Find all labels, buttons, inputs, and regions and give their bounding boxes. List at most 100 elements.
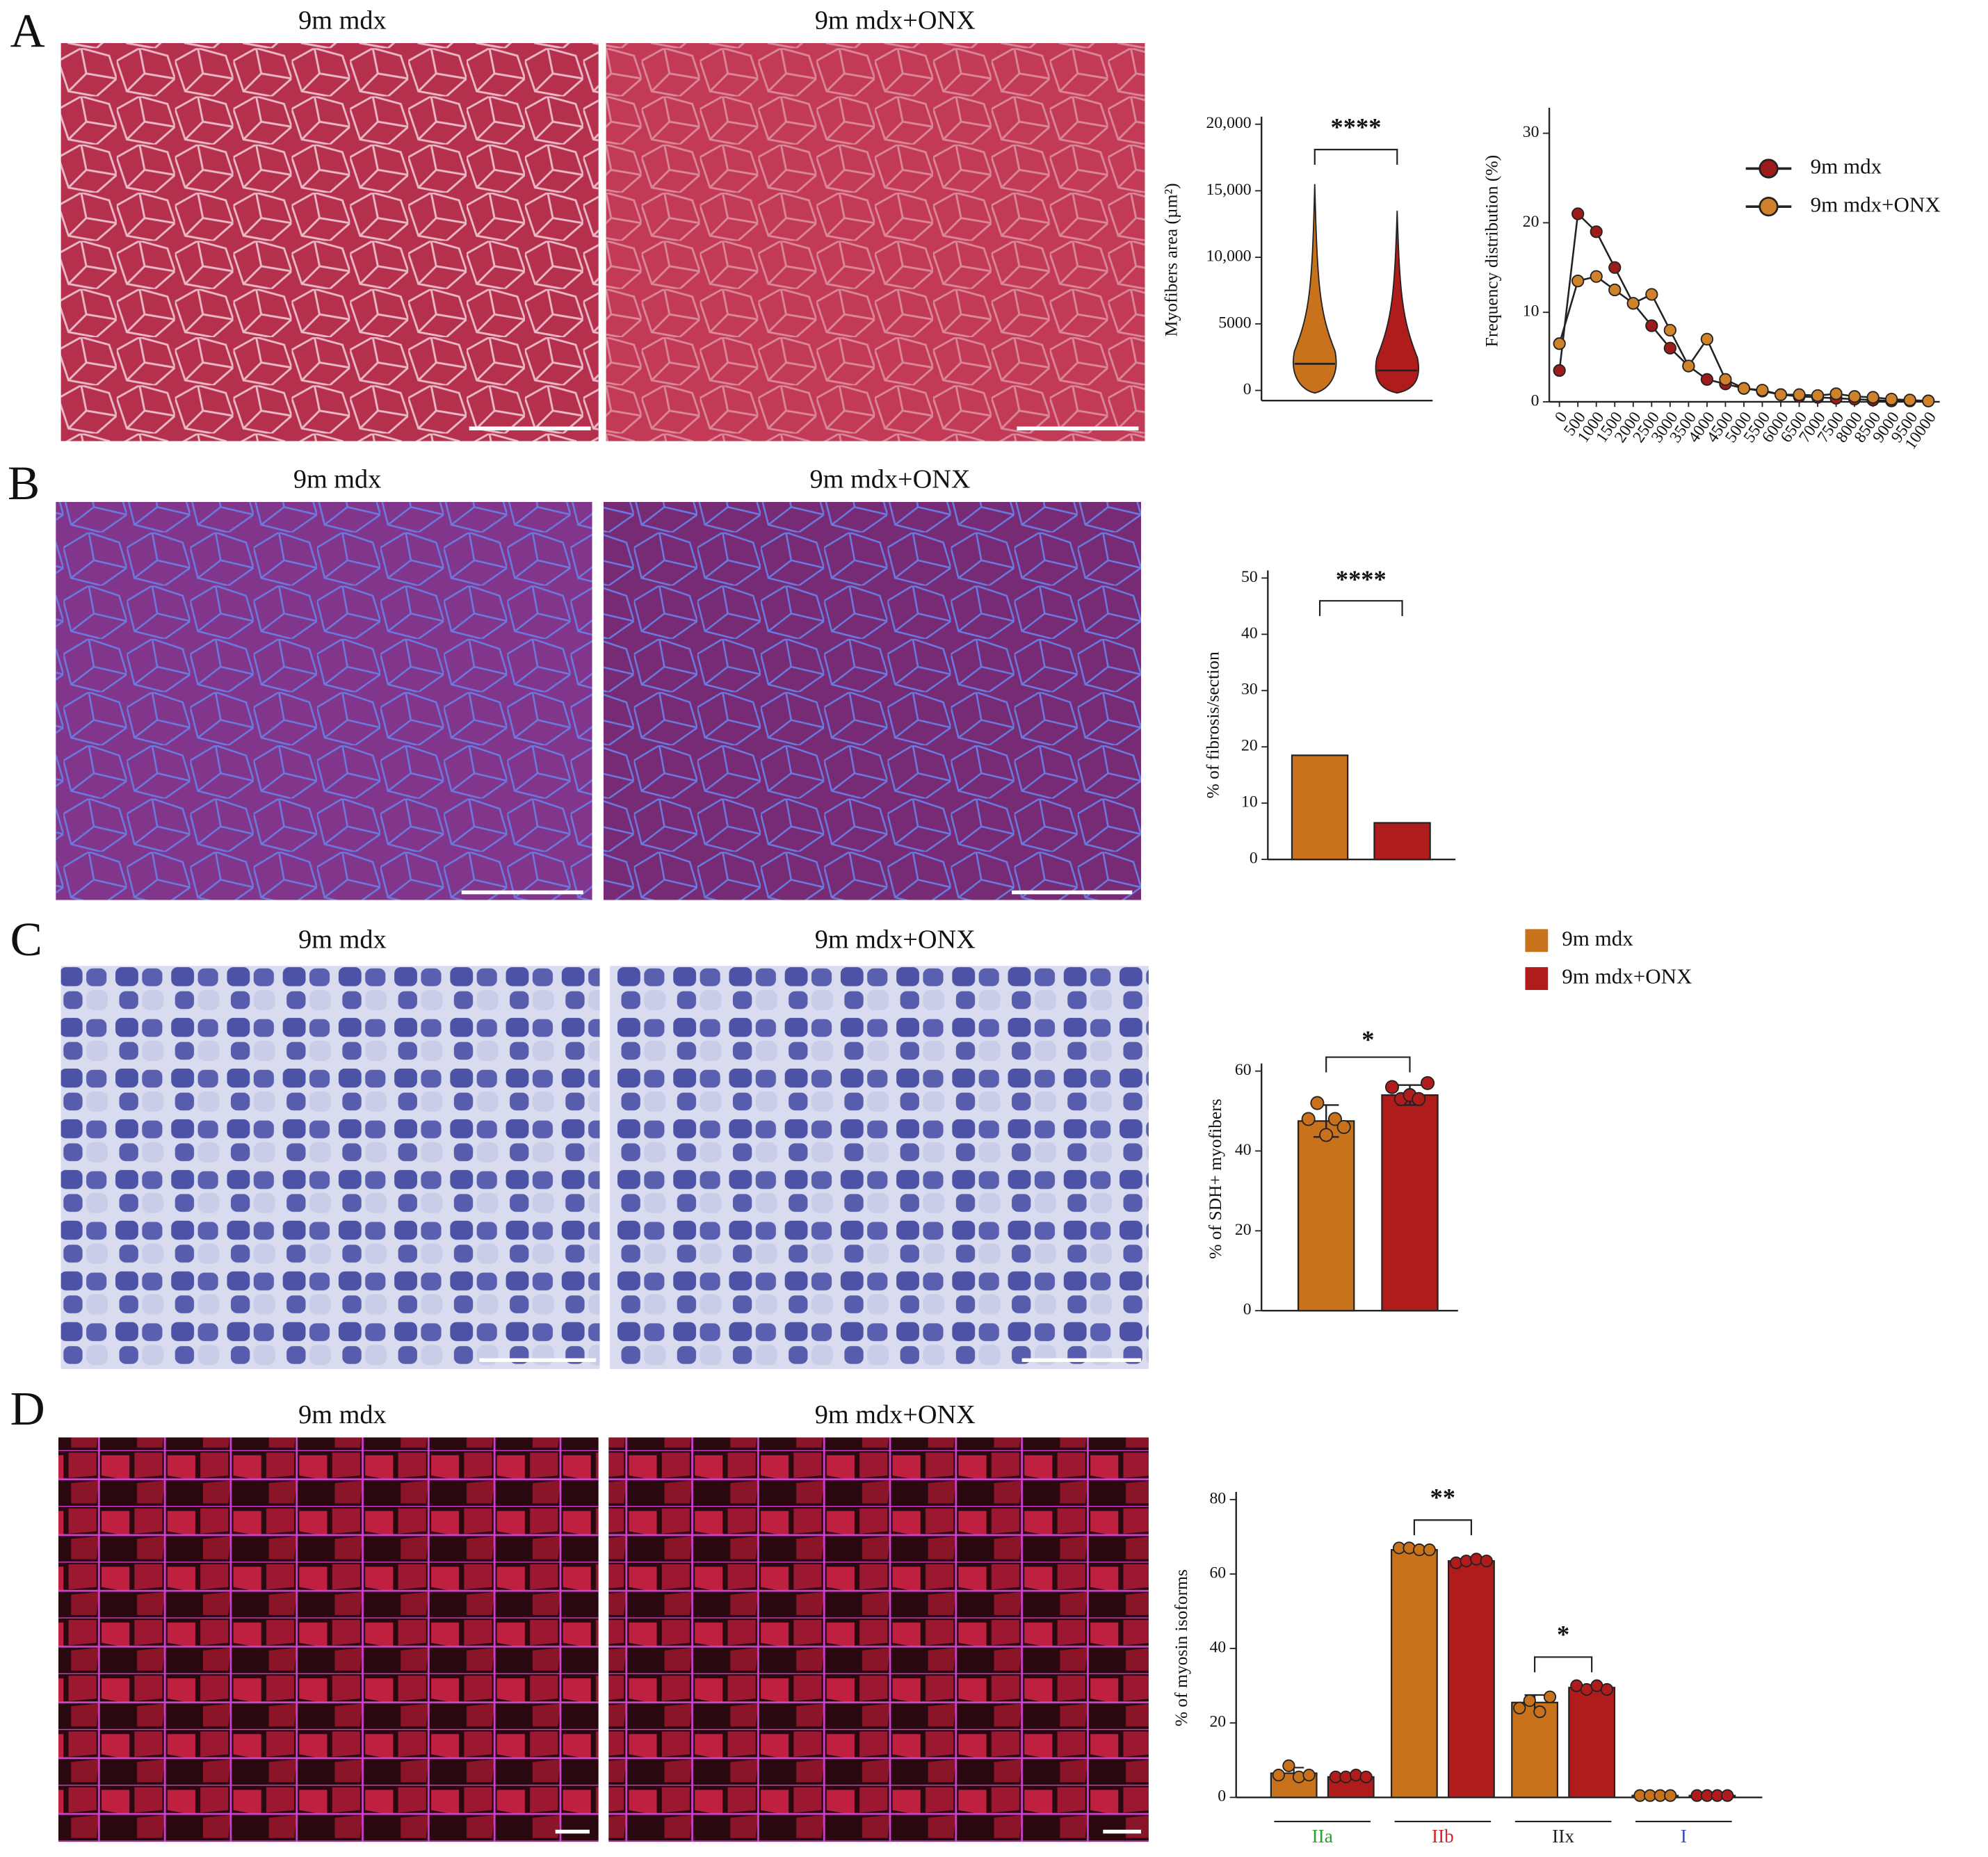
point: [1663, 323, 1676, 337]
point: [1737, 382, 1751, 395]
chart: 0 5000 10,000 15,000 20,000 Myofibers area (µ…: [1161, 113, 1433, 402]
point: [1811, 389, 1825, 403]
micrograph-texture: [606, 42, 1145, 441]
significance-bracket: [1413, 1519, 1473, 1536]
point: [1590, 270, 1603, 283]
point: [1885, 392, 1898, 406]
y-tick-label: 20: [1235, 1221, 1252, 1239]
significance-bracket: [1314, 149, 1398, 165]
panel-letter: A: [10, 3, 45, 57]
point: [1756, 384, 1769, 397]
data-point: [1359, 1770, 1373, 1783]
micrograph-texture: [603, 501, 1141, 900]
data-point: [1302, 1769, 1316, 1782]
data-point: [1403, 1541, 1416, 1555]
point: [1608, 261, 1622, 274]
point: [1590, 225, 1603, 238]
panel-letter: B: [8, 456, 40, 510]
point: [1700, 332, 1713, 346]
image-title: 9m mdx: [298, 6, 387, 35]
y-tick-label: 15,000: [1206, 181, 1251, 199]
point: [1848, 390, 1861, 403]
y-tick-label: 40: [1235, 1141, 1252, 1159]
y-tick-label: 60: [1209, 1564, 1226, 1582]
micrographs: [56, 42, 1149, 1842]
panel-letter: D: [10, 1381, 45, 1435]
image-title: 9m mdx+ONX: [815, 925, 976, 954]
legend-swatch: [1525, 967, 1549, 990]
y-tick-label: 0: [1250, 850, 1258, 868]
legend-swatch: [1525, 929, 1549, 952]
chart: 0 20 40 60 80 % of myosin isoforms IIa IIb IIx I *…: [1171, 1484, 1763, 1847]
y-tick-label: 0: [1531, 391, 1540, 409]
point: [1682, 359, 1695, 373]
data-point: [1349, 1769, 1363, 1782]
y-axis-label: Frequency distribution (%): [1482, 155, 1502, 347]
image-title: 9m mdx+ONX: [815, 1400, 976, 1429]
point: [1829, 387, 1843, 400]
bar: [1291, 754, 1349, 861]
point: [1553, 364, 1566, 378]
y-tick-label: 80: [1209, 1489, 1226, 1507]
y-tick-label: 10: [1523, 302, 1540, 321]
data-point: [1533, 1705, 1546, 1719]
data-point: [1339, 1770, 1352, 1783]
y-tick-label: 20: [1209, 1713, 1226, 1731]
image-title: 9m mdx: [298, 925, 387, 954]
data-point: [1301, 1112, 1316, 1126]
y-axis-label: % of SDH+ myofibers: [1205, 1098, 1225, 1259]
data-point: [1384, 1080, 1400, 1094]
point: [1866, 391, 1880, 404]
legend-label: 9m mdx+ONX: [1811, 192, 1941, 216]
data-point: [1480, 1555, 1493, 1568]
point: [1774, 388, 1788, 401]
point: [1700, 373, 1713, 386]
data-point: [1336, 1119, 1351, 1135]
data-point: [1292, 1770, 1306, 1783]
point: [1571, 275, 1585, 288]
data-point: [1423, 1543, 1436, 1557]
y-tick-label: 20,000: [1206, 114, 1251, 132]
data-point: [1310, 1096, 1325, 1110]
y-tick-label: 20: [1241, 737, 1258, 755]
significance-bracket: [1318, 600, 1403, 617]
image-title: 9m mdx: [298, 1400, 387, 1429]
micrograph-texture: [610, 966, 1149, 1370]
y-tick-label: 5000: [1218, 314, 1251, 332]
significance: ****: [1336, 565, 1387, 593]
bar: [1297, 1120, 1355, 1312]
y-axis-label: % of fibrosis/section: [1203, 651, 1223, 798]
legend-marker: [1759, 159, 1779, 179]
point: [1922, 394, 1935, 407]
data-point: [1664, 1789, 1677, 1802]
y-tick-label: 0: [1218, 1787, 1226, 1806]
significance: **: [1430, 1484, 1455, 1511]
y-tick-label: 50: [1241, 568, 1258, 586]
bar: [1390, 1549, 1438, 1799]
significance: ****: [1331, 113, 1382, 140]
point: [1663, 341, 1676, 355]
significance-bracket: [1325, 1056, 1411, 1073]
violin: [1375, 211, 1419, 394]
image-title: 9m mdx+ONX: [810, 465, 971, 494]
legend-label: 9m mdx: [1811, 154, 1882, 179]
data-point: [1272, 1769, 1285, 1782]
data-point: [1721, 1789, 1734, 1802]
data-point: [1460, 1555, 1473, 1568]
y-tick-label: 20: [1523, 213, 1540, 231]
significance-bracket: [1534, 1656, 1593, 1673]
scale-bars: [461, 426, 1141, 1834]
y-tick-label: 30: [1241, 681, 1258, 699]
x-tick-label: IIb: [1432, 1826, 1454, 1847]
point: [1645, 319, 1658, 332]
y-tick-label: 0: [1243, 380, 1252, 398]
image-title: 9m mdx+ONX: [815, 6, 976, 35]
micrograph: [58, 1437, 599, 1842]
chart: 0 10 20 30 40 50 % of fibrosis/section ****: [1203, 565, 1456, 868]
point: [1645, 288, 1658, 301]
chart: 0 20 40 60 % of SDH+ myofibers * 9m mdx 9m mdx+…: [1205, 926, 1692, 1319]
data-point: [1319, 1128, 1334, 1142]
significance: *: [1557, 1621, 1569, 1648]
